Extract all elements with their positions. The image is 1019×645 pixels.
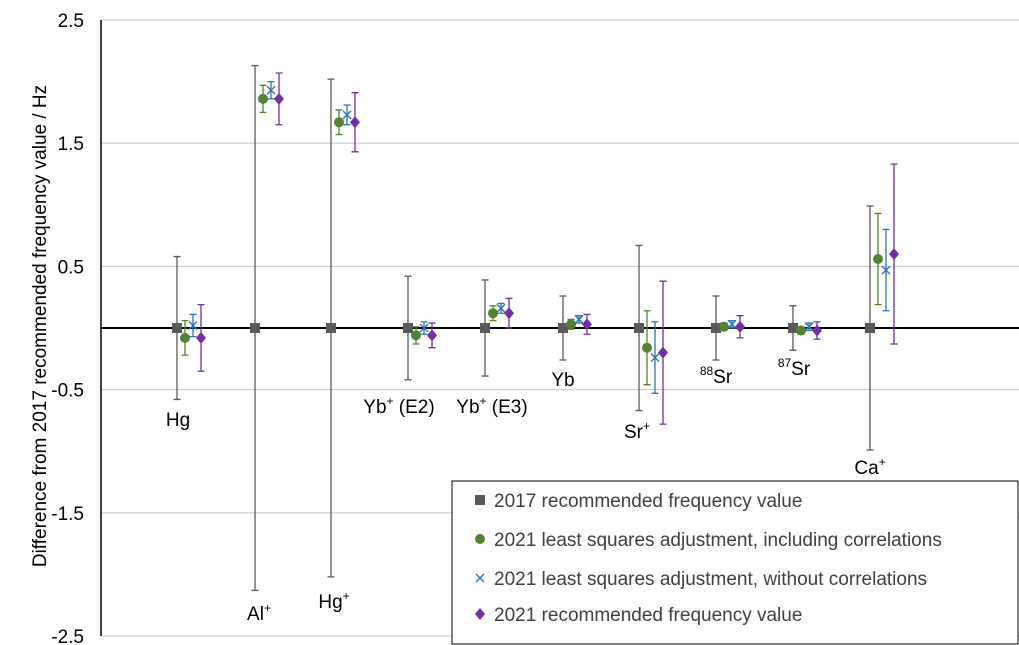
label-suffix: (E3) bbox=[487, 397, 528, 418]
marker-square bbox=[480, 323, 490, 333]
marker-diamond bbox=[196, 331, 206, 344]
legend-item: 2021 least squares adjustment, without c… bbox=[475, 569, 927, 590]
marker-diamond bbox=[504, 307, 514, 320]
marker-square bbox=[558, 323, 568, 333]
marker-x bbox=[188, 321, 198, 331]
marker-diamond bbox=[735, 320, 745, 333]
marker-x bbox=[419, 323, 429, 333]
marker-x bbox=[342, 110, 352, 120]
marker-circle bbox=[475, 534, 485, 544]
label-superscript: + bbox=[264, 601, 271, 615]
marker-square bbox=[326, 323, 336, 333]
label-base: Yb bbox=[363, 397, 386, 418]
category-label: Hg bbox=[166, 410, 190, 431]
category-label: Yb+ (E2) bbox=[363, 394, 434, 418]
marker-x bbox=[475, 573, 485, 583]
label-base: Hg bbox=[318, 592, 342, 613]
marker-circle bbox=[411, 330, 421, 341]
label-base: Yb bbox=[551, 370, 574, 391]
marker-square bbox=[711, 323, 721, 333]
marker-diamond bbox=[427, 329, 437, 342]
label-superscript: + bbox=[387, 394, 394, 408]
marker-diamond bbox=[274, 92, 284, 105]
marker-diamond bbox=[350, 116, 360, 129]
marker-x bbox=[727, 319, 737, 329]
legend-item: 2017 recommended frequency value bbox=[475, 491, 802, 512]
marker-diamond bbox=[582, 318, 592, 331]
category-label: 88Sr bbox=[700, 364, 733, 388]
label-superscript: + bbox=[879, 455, 886, 469]
y-tick-label: 1.5 bbox=[58, 134, 84, 155]
marker-square bbox=[475, 495, 485, 505]
category-label: 87Sr bbox=[778, 356, 811, 380]
label-base: Yb bbox=[456, 397, 479, 418]
series-2 bbox=[180, 84, 883, 386]
label-superscript: + bbox=[643, 419, 650, 433]
legend-label: 2021 least squares adjustment, including… bbox=[494, 530, 942, 551]
marker-circle bbox=[873, 254, 883, 265]
marker-square bbox=[172, 323, 182, 333]
label-base: Al bbox=[247, 604, 264, 625]
y-tick-label: 2.5 bbox=[58, 11, 84, 32]
marker-circle bbox=[180, 332, 190, 343]
category-label: Yb+ (E3) bbox=[456, 394, 527, 418]
label-base: Sr bbox=[791, 359, 811, 380]
label-suffix: (E2) bbox=[394, 397, 435, 418]
marker-square bbox=[250, 323, 260, 333]
marker-diamond bbox=[812, 324, 822, 337]
category-label: Ca+ bbox=[854, 455, 885, 479]
label-base: Hg bbox=[166, 410, 190, 431]
y-axis-label: Difference from 2017 recommended frequen… bbox=[30, 85, 51, 567]
legend-box bbox=[451, 480, 1019, 645]
marker-circle bbox=[334, 117, 344, 128]
marker-x bbox=[881, 265, 891, 275]
marker-diamond bbox=[658, 346, 668, 359]
marker-circle bbox=[566, 319, 576, 330]
label-prefix: 88 bbox=[700, 364, 714, 378]
label-prefix: 87 bbox=[778, 356, 792, 370]
category-label: Yb bbox=[551, 370, 574, 391]
marker-square bbox=[865, 323, 875, 333]
marker-x bbox=[574, 314, 584, 324]
legend-item: 2021 recommended frequency value bbox=[475, 605, 802, 626]
plot-area bbox=[172, 64, 899, 592]
marker-square bbox=[788, 323, 798, 333]
series-1 bbox=[172, 64, 875, 592]
marker-square bbox=[634, 323, 644, 333]
category-label: Hg+ bbox=[318, 589, 349, 613]
marker-x bbox=[266, 85, 276, 95]
category-label: Al+ bbox=[247, 601, 271, 625]
marker-x bbox=[804, 322, 814, 332]
legend-label: 2017 recommended frequency value bbox=[494, 491, 802, 512]
marker-diamond bbox=[475, 608, 485, 620]
marker-square bbox=[403, 323, 413, 333]
y-tick-label: 0.5 bbox=[58, 257, 84, 278]
legend-label: 2021 recommended frequency value bbox=[494, 605, 802, 626]
category-label: Sr+ bbox=[624, 419, 650, 443]
marker-circle bbox=[796, 325, 806, 336]
marker-circle bbox=[719, 321, 729, 332]
label-base: Sr bbox=[713, 367, 733, 388]
label-superscript: + bbox=[343, 589, 350, 603]
y-tick-label: -2.5 bbox=[51, 627, 84, 645]
label-base: Sr bbox=[624, 422, 644, 443]
marker-circle bbox=[642, 342, 652, 353]
series-3 bbox=[188, 80, 891, 394]
legend-label: 2021 least squares adjustment, without c… bbox=[494, 569, 927, 590]
y-tick-label: -0.5 bbox=[51, 381, 84, 402]
marker-circle bbox=[258, 93, 268, 104]
marker-x bbox=[650, 353, 660, 363]
series-4 bbox=[196, 72, 899, 425]
marker-diamond bbox=[889, 248, 899, 261]
y-tick-label: -1.5 bbox=[51, 504, 84, 525]
legend-item: 2021 least squares adjustment, including… bbox=[475, 530, 942, 551]
label-superscript: + bbox=[480, 394, 487, 408]
marker-x bbox=[496, 303, 506, 313]
label-base: Ca bbox=[854, 458, 879, 479]
legend: 2017 recommended frequency value 2021 lea… bbox=[451, 480, 1019, 645]
marker-circle bbox=[488, 308, 498, 319]
